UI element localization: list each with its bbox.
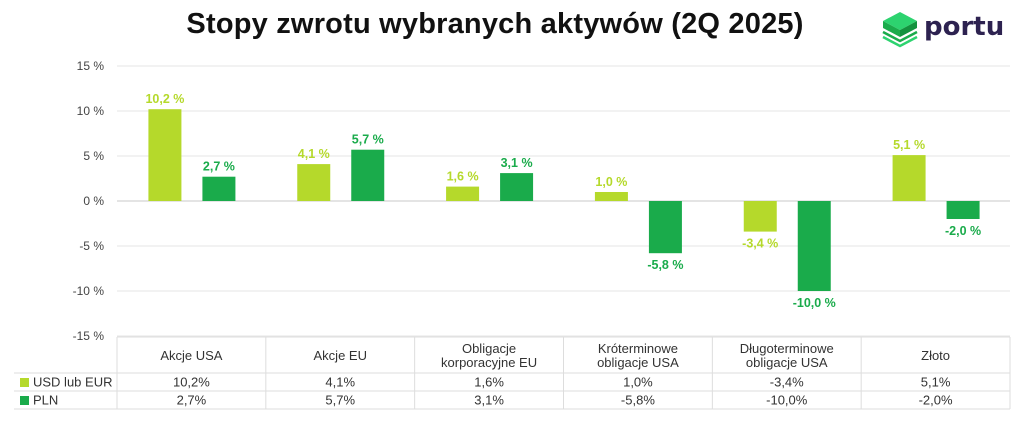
table-cell: 10,2% bbox=[173, 375, 210, 390]
y-tick-label: -15 % bbox=[73, 329, 105, 343]
table-cell: -10,0% bbox=[766, 393, 808, 408]
bar-usd-lub-eur bbox=[892, 155, 926, 201]
bar-usd-lub-eur bbox=[297, 164, 331, 201]
table-cell: 5,1% bbox=[921, 375, 951, 390]
bar-pln bbox=[351, 149, 385, 201]
y-tick-label: -10 % bbox=[73, 284, 105, 298]
data-label: 5,1 % bbox=[893, 138, 925, 152]
category-label: Króterminowe bbox=[598, 341, 678, 356]
legend-swatch bbox=[20, 396, 29, 405]
data-label: 5,7 % bbox=[352, 133, 384, 147]
y-tick-label: 0 % bbox=[83, 194, 104, 208]
table-cell: 3,1% bbox=[474, 393, 504, 408]
data-label: 2,7 % bbox=[203, 160, 235, 174]
category-label: Długoterminowe bbox=[740, 341, 834, 356]
bar-usd-lub-eur bbox=[148, 109, 182, 201]
table-cell: -5,8% bbox=[621, 393, 655, 408]
data-label: -10,0 % bbox=[793, 296, 836, 310]
bar-usd-lub-eur bbox=[594, 192, 628, 201]
legend-label: USD lub EUR bbox=[33, 375, 112, 390]
bar-pln bbox=[797, 201, 831, 291]
table-cell: -3,4% bbox=[770, 375, 804, 390]
table-cell: 4,1% bbox=[325, 375, 355, 390]
bar-usd-lub-eur bbox=[446, 186, 480, 201]
category-label: korporacyjne EU bbox=[441, 355, 537, 370]
y-tick-label: 10 % bbox=[77, 104, 105, 118]
table-cell: 5,7% bbox=[325, 393, 355, 408]
y-tick-label: -5 % bbox=[79, 239, 104, 253]
data-label: 1,6 % bbox=[447, 170, 479, 184]
data-label: 3,1 % bbox=[501, 156, 533, 170]
data-label: 1,0 % bbox=[595, 175, 627, 189]
data-label: 4,1 % bbox=[298, 147, 330, 161]
legend-label: PLN bbox=[33, 393, 58, 408]
bar-pln bbox=[202, 176, 236, 201]
y-tick-label: 15 % bbox=[77, 59, 105, 73]
data-label: -2,0 % bbox=[945, 224, 981, 238]
category-label: obligacje USA bbox=[746, 355, 828, 370]
category-label: Akcje USA bbox=[160, 348, 222, 363]
data-label: -5,8 % bbox=[647, 258, 683, 272]
legend-swatch bbox=[20, 378, 29, 387]
table-cell: -2,0% bbox=[919, 393, 953, 408]
chart-title: Stopy zwrotu wybranych aktywów (2Q 2025) bbox=[186, 8, 804, 40]
data-label: 10,2 % bbox=[145, 92, 184, 106]
data-label: -3,4 % bbox=[742, 237, 778, 251]
category-label: Obligacje bbox=[462, 341, 516, 356]
bar-usd-lub-eur bbox=[743, 201, 777, 232]
bar-pln bbox=[500, 173, 534, 201]
category-label: Akcje EU bbox=[314, 348, 367, 363]
y-tick-label: 5 % bbox=[83, 149, 104, 163]
category-label: obligacje USA bbox=[597, 355, 679, 370]
bar-pln bbox=[648, 201, 682, 254]
bar-pln bbox=[946, 201, 980, 219]
portu-logo-text: portu bbox=[924, 12, 1005, 42]
table-cell: 1,0% bbox=[623, 375, 653, 390]
table-cell: 1,6% bbox=[474, 375, 504, 390]
table-cell: 2,7% bbox=[177, 393, 207, 408]
category-label: Złoto bbox=[921, 348, 950, 363]
portu-logo: portu bbox=[880, 10, 1010, 50]
portu-logo-icon bbox=[882, 12, 918, 48]
